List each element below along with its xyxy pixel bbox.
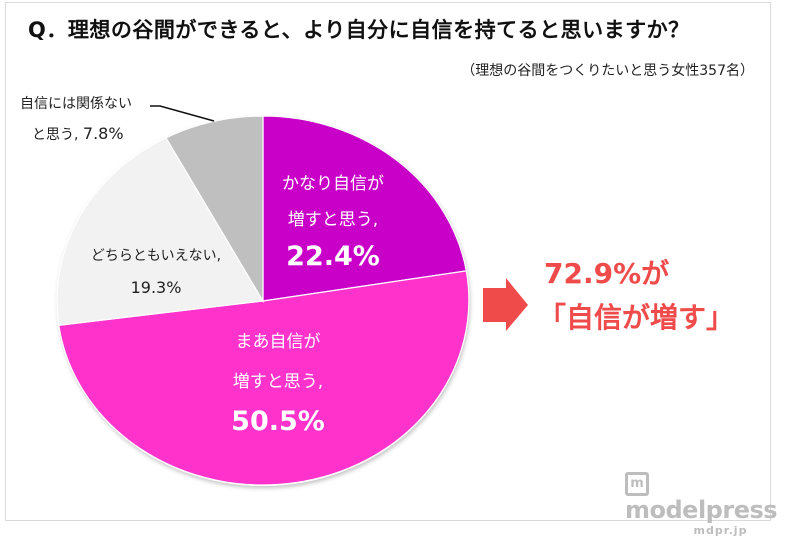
- slice-unrelated: [165, 115, 264, 304]
- slice-neutral: [56, 137, 264, 326]
- callout-line1: 72.9%が: [544, 257, 670, 290]
- label-strongly-line1: かなり自信が: [282, 174, 384, 194]
- label-unrelated-line2: と思う,: [32, 127, 79, 143]
- watermark-domain: mdpr.jp: [693, 524, 748, 537]
- callout-line2: 「自信が増す」: [538, 301, 735, 334]
- label-neutral-pct: 19.3%: [130, 278, 182, 297]
- watermark-logo-icon: m: [625, 472, 649, 496]
- chart-subtitle: （理想の谷間をつくりたいと思う女性357名）: [461, 63, 754, 79]
- label-unrelated-line1: 自信には関係ない: [20, 96, 132, 112]
- label-unrelated: 自信には関係ない と思う, 7.8%: [20, 90, 132, 150]
- watermark: mmodelpress mdpr.jp: [625, 472, 788, 537]
- label-somewhat-pct: 50.5%: [231, 406, 325, 437]
- label-neutral-line1: どちらともいえない,: [90, 248, 222, 264]
- pie-chart: [56, 105, 528, 486]
- label-neutral: どちらともいえない, 19.3%: [76, 240, 236, 304]
- label-strongly-pct: 22.4%: [286, 241, 380, 272]
- right-arrow-icon: [483, 278, 528, 331]
- chart-title: Q．理想の谷間ができると、より自分に自信を持てると思いますか？: [28, 18, 690, 42]
- callout-summary: 72.9%が 「自信が増す」: [538, 252, 734, 340]
- watermark-name: modelpress: [625, 496, 778, 524]
- leader-line: [150, 105, 215, 122]
- label-strongly: かなり自信が 増すと思う, 22.4%: [268, 166, 398, 276]
- slice-somewhat: [58, 270, 470, 486]
- label-unrelated-pct: 7.8%: [82, 124, 124, 143]
- label-strongly-line2: 増すと思う,: [287, 210, 379, 230]
- slice-strongly: [262, 115, 468, 302]
- label-somewhat: まあ自信が 増すと思う, 50.5%: [218, 322, 338, 442]
- label-somewhat-line1: まあ自信が: [235, 332, 321, 352]
- label-somewhat-line2: 増すと思う,: [232, 372, 324, 392]
